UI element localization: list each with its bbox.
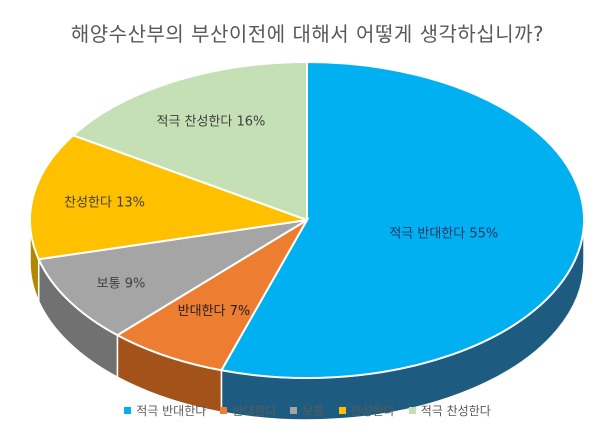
legend-item-적극-반대한다: 적극 반대한다 — [124, 402, 206, 419]
pie-slice-보통 — [37, 219, 308, 337]
pie-slice-적극-찬성한다 — [71, 60, 308, 222]
legend-label: 적극 찬성한다 — [420, 404, 491, 418]
legend-label: 찬성한다 — [350, 404, 395, 418]
legend-item-반대한다: 반대한다 — [220, 402, 276, 419]
legend-swatch — [220, 407, 228, 414]
pie-slice-반대한다 — [115, 217, 310, 372]
legend-swatch — [408, 407, 416, 414]
data-label-반대한다: 반대한다 7% — [178, 304, 251, 319]
legend-item-적극-찬성한다: 적극 찬성한다 — [408, 402, 491, 419]
pie-slice-찬성한다 — [29, 134, 308, 261]
legend-swatch — [124, 407, 132, 414]
legend-swatch — [338, 407, 346, 414]
chart-title: 해양수산부의 부산이전에 대해서 어떻게 생각하십니까? — [70, 22, 545, 46]
data-label-적극-찬성한다: 적극 찬성한다 16% — [156, 114, 265, 129]
pie-slices — [29, 60, 585, 379]
data-label-찬성한다: 찬성한다 13% — [64, 196, 145, 211]
pie-slice-적극-반대한다 — [219, 60, 585, 379]
legend-label: 적극 반대한다 — [136, 404, 207, 418]
legend-label: 보통 — [302, 404, 325, 418]
legend-label: 반대한다 — [232, 404, 277, 418]
chart-legend: 적극 반대한다 반대한다 보통 찬성한다 적극 찬성한다 — [0, 402, 615, 419]
data-label-적극-반대한다: 적극 반대한다 55% — [389, 226, 498, 241]
data-label-보통: 보통 9% — [97, 277, 146, 292]
legend-swatch — [290, 407, 298, 414]
legend-item-찬성한다: 찬성한다 — [338, 402, 395, 419]
legend-item-보통: 보통 — [290, 402, 325, 419]
pie-data-labels: 적극 반대한다 55% 반대한다 7% 보통 9% 찬성한다 13% 적극 찬성한다 1… — [64, 114, 498, 318]
